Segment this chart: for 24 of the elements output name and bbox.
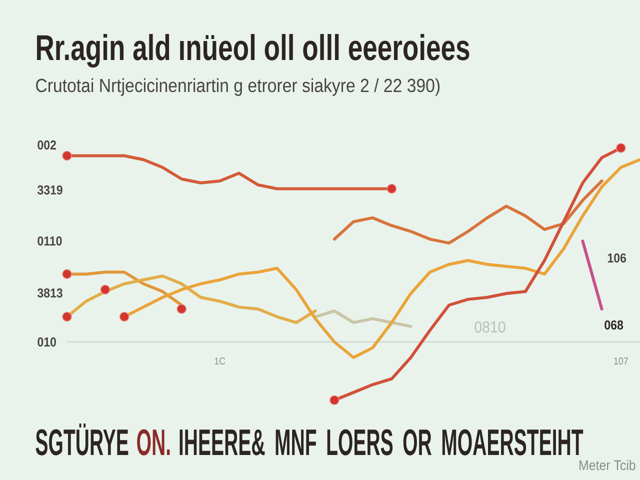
point	[176, 304, 187, 314]
x-tick-label: 1C	[214, 358, 226, 365]
text: 0110	[38, 236, 62, 246]
text: SGTÜRYE	[36, 424, 128, 456]
point	[62, 312, 72, 322]
text: Meter Tcib	[580, 460, 636, 470]
point	[62, 269, 72, 279]
point	[119, 312, 130, 322]
point	[62, 150, 72, 161]
x-tick-label: 107	[614, 358, 628, 365]
text: IHEERE& MNF LOERS OR MOAERSTEIHT	[180, 429, 584, 456]
point	[330, 395, 340, 406]
point	[616, 143, 626, 153]
chart-subtitle: Crutotai Nrtjecicinenriartin g etrorer siakyre 2 / 22 390)	[36, 78, 440, 96]
point	[386, 184, 397, 194]
text: 010	[38, 337, 56, 347]
text: 002	[38, 140, 56, 150]
text: 3319	[37, 185, 62, 195]
text: 3813	[37, 288, 62, 298]
point	[100, 284, 110, 295]
chart-title: Rr.agin ald ınüeol oll olll eeeroiees	[36, 34, 470, 68]
text: ON.	[137, 429, 170, 456]
annotation: 106	[608, 253, 626, 263]
annotation: 068	[604, 320, 624, 330]
